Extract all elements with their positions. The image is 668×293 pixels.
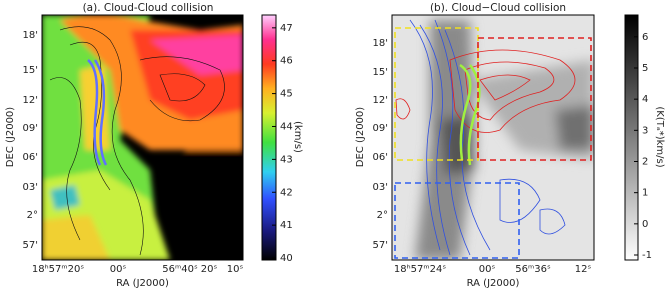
colorbar-tick-label: 1 bbox=[642, 188, 648, 199]
x-tick-label: 18ʰ57ᵐ24ˢ bbox=[394, 264, 446, 275]
y-tick-label: 2° bbox=[377, 210, 388, 221]
velocity-map bbox=[42, 15, 243, 260]
x-tick-label: 00ˢ bbox=[479, 264, 496, 275]
colorbar-tick-label: 0 bbox=[642, 219, 648, 230]
x-tick-label: 00ˢ bbox=[110, 264, 127, 275]
colorbar-tick-label: 42 bbox=[280, 187, 293, 198]
y-tick-label: 2° bbox=[27, 210, 38, 221]
y-tick-label: 15' bbox=[23, 65, 38, 76]
colorbar bbox=[261, 14, 277, 261]
panel-title: (b). Cloud−Cloud collision bbox=[430, 2, 566, 14]
colorbar-label: (K(Tₐ*)km/s) bbox=[654, 106, 665, 167]
x-tick-label: 20ˢ bbox=[201, 264, 218, 275]
x-tick-label: 18ʰ57ᵐ20ˢ bbox=[32, 264, 84, 275]
colorbar-tick-label: 43 bbox=[280, 154, 293, 165]
frame bbox=[391, 14, 595, 261]
y-tick-label: 09' bbox=[373, 123, 388, 134]
x-tick-label: 10ˢ bbox=[227, 264, 244, 275]
y-tick-label: 18' bbox=[373, 38, 388, 49]
colorbar-tick-label: 3 bbox=[642, 125, 648, 136]
panel-title: (a). Cloud-Cloud collision bbox=[83, 2, 214, 14]
colorbar-tick-label: 6 bbox=[642, 32, 648, 43]
x-tick-label: 56ᵐ36ˢ bbox=[515, 264, 551, 275]
y-tick-label: 03' bbox=[23, 182, 38, 193]
y-tick-label: 06' bbox=[23, 152, 38, 163]
frame bbox=[41, 14, 244, 261]
colorbar-tick-label: 44 bbox=[280, 121, 293, 132]
intensity-map bbox=[392, 15, 594, 260]
y-tick-label: 03' bbox=[373, 182, 388, 193]
colorbar-tick-label: 47 bbox=[280, 23, 293, 34]
colorbar-tick-label: 2 bbox=[642, 157, 648, 168]
x-tick-label: 56ᵐ40ˢ bbox=[162, 264, 198, 275]
x-axis-label: RA (J2000) bbox=[116, 278, 169, 289]
colorbar bbox=[624, 14, 639, 261]
colorbar-tick-label: 40 bbox=[280, 253, 293, 264]
x-tick-label: 12ˢ bbox=[575, 264, 592, 275]
colorbar-tick-label: 45 bbox=[280, 89, 293, 100]
x-axis-label: RA (J2000) bbox=[467, 278, 520, 289]
colorbar-tick-label: -1 bbox=[642, 250, 652, 261]
colorbar-tick-label: 5 bbox=[642, 63, 648, 74]
y-tick-label: 09' bbox=[23, 123, 38, 134]
y-tick-label: 12' bbox=[23, 95, 38, 106]
colorbar-tick-label: 41 bbox=[280, 220, 293, 231]
y-tick-label: 15' bbox=[373, 67, 388, 78]
colorbar-tick-label: 46 bbox=[280, 56, 293, 67]
y-tick-label: 12' bbox=[373, 95, 388, 106]
y-axis-label: DEC (J2000) bbox=[355, 107, 366, 167]
y-tick-label: 57' bbox=[373, 240, 388, 251]
colorbar-label: (km/s) bbox=[292, 121, 303, 153]
y-axis-label: DEC (J2000) bbox=[5, 107, 16, 167]
y-tick-label: 57' bbox=[23, 240, 38, 251]
y-tick-label: 06' bbox=[373, 152, 388, 163]
colorbar-tick-label: 4 bbox=[642, 94, 648, 105]
y-tick-label: 18' bbox=[23, 30, 38, 41]
